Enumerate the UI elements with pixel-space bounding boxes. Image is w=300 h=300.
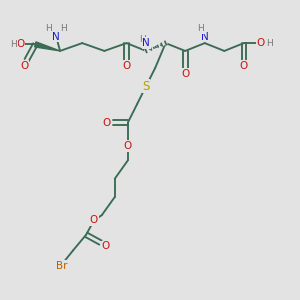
Text: H: H [139,35,146,44]
Text: H: H [10,40,17,49]
Text: O: O [240,61,248,71]
Text: O: O [16,39,25,50]
Text: O: O [122,61,131,71]
Text: O: O [257,38,265,48]
Polygon shape [34,42,60,51]
Text: H: H [61,24,67,33]
Text: N: N [201,32,208,42]
Text: O: O [20,61,28,71]
Text: O: O [103,118,111,128]
Text: H: H [267,39,273,48]
Text: Br: Br [56,261,67,271]
Text: S: S [142,80,150,93]
Text: O: O [181,69,189,79]
Text: N: N [52,32,60,42]
Text: H: H [197,24,204,33]
Text: N: N [142,38,150,48]
Text: H: H [45,24,52,33]
Text: O: O [90,215,98,225]
Text: O: O [102,242,110,251]
Text: O: O [124,141,132,151]
